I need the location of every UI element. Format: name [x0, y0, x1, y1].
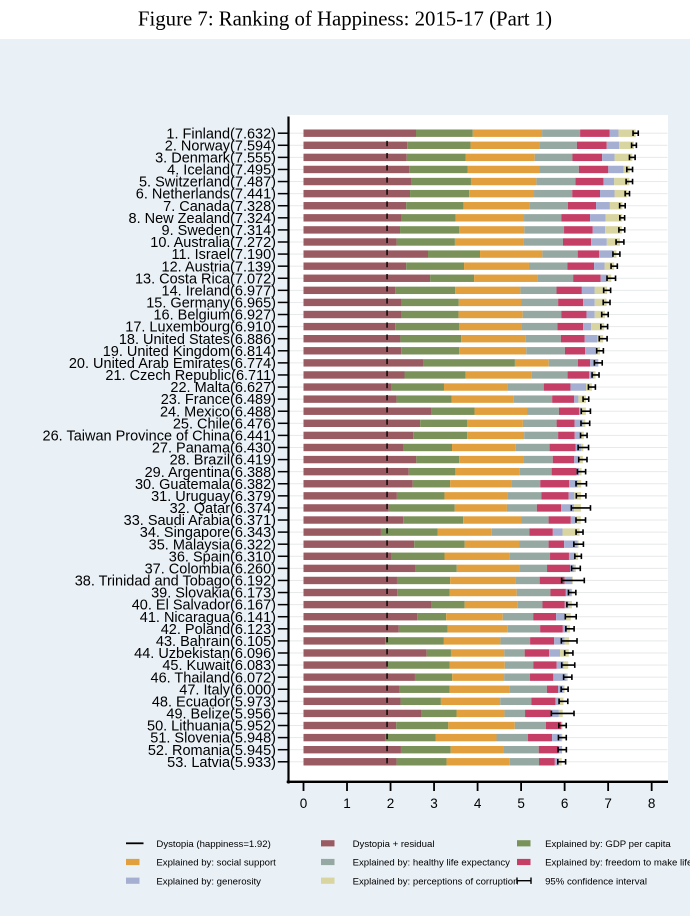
- svg-text:0: 0: [300, 796, 308, 811]
- svg-text:1: 1: [343, 796, 351, 811]
- svg-text:4: 4: [474, 796, 482, 811]
- svg-text:5: 5: [517, 796, 525, 811]
- svg-text:Dystopia (happiness=1.92): Dystopia (happiness=1.92): [156, 839, 270, 850]
- svg-text:8: 8: [648, 796, 656, 811]
- svg-text:Explained by: freedom to make: Explained by: freedom to make life choic…: [545, 858, 690, 869]
- svg-text:6: 6: [561, 796, 569, 811]
- svg-text:Dystopia + residual: Dystopia + residual: [353, 839, 435, 850]
- svg-text:Explained by: social support: Explained by: social support: [156, 858, 276, 869]
- svg-text:Figure 7: Ranking of Happiness: Figure 7: Ranking of Happiness: 2015-17 …: [138, 8, 552, 31]
- svg-text:2: 2: [387, 796, 395, 811]
- svg-text:53. Latvia(5.933): 53. Latvia(5.933): [167, 755, 276, 771]
- svg-text:7: 7: [604, 796, 612, 811]
- svg-text:Explained by: perceptions of c: Explained by: perceptions of corruption: [353, 876, 519, 887]
- svg-text:Explained by: GDP per capita: Explained by: GDP per capita: [545, 839, 671, 850]
- svg-text:Explained by: generosity: Explained by: generosity: [156, 876, 261, 887]
- svg-text:Explained by: healthy life exp: Explained by: healthy life expectancy: [353, 858, 511, 869]
- svg-text:95% confidence interval: 95% confidence interval: [545, 876, 647, 887]
- svg-text:3: 3: [430, 796, 438, 811]
